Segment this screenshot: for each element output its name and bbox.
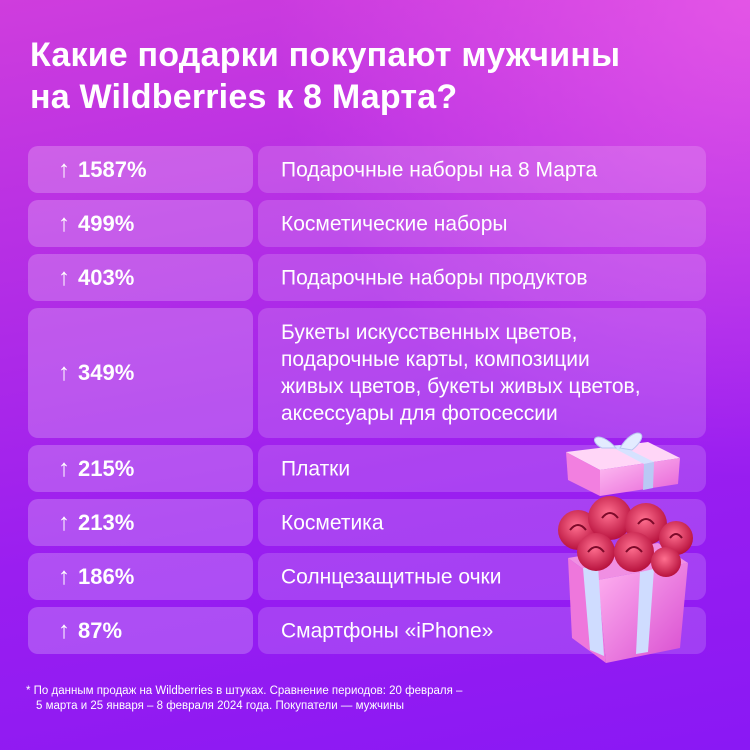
arrow-up-icon: ↑ bbox=[58, 562, 70, 590]
category-label: Подарочные наборы на 8 Марта bbox=[281, 156, 681, 183]
category-label: Солнцезащитные очки bbox=[281, 563, 681, 590]
percent-cell bbox=[28, 553, 253, 600]
category-line: Солнцезащитные очки bbox=[281, 565, 502, 588]
footnote-line-1: * По данным продаж на Wildberries в штук… bbox=[26, 685, 463, 697]
category-label: Косметические наборы bbox=[281, 210, 681, 237]
growth-value: ↑ 349% bbox=[58, 359, 134, 387]
description-cell bbox=[258, 200, 706, 247]
arrow-up-icon: ↑ bbox=[58, 359, 70, 386]
growth-value: ↑ 1587% bbox=[58, 156, 147, 184]
arrow-up-icon: ↑ bbox=[58, 263, 70, 291]
category-label: Платки bbox=[281, 455, 681, 482]
category-line: Букеты искусственных цветов, bbox=[281, 321, 578, 344]
arrow-up-icon: ↑ bbox=[58, 616, 70, 644]
percent-cell bbox=[28, 146, 253, 193]
percent-cell bbox=[28, 499, 253, 546]
category-label: Косметика bbox=[281, 509, 681, 536]
category-line: Подарочные наборы продуктов bbox=[281, 266, 588, 289]
arrow-up-icon: ↑ bbox=[58, 209, 70, 237]
list-item: ↑ 1587% Подарочные наборы на 8 Марта bbox=[28, 146, 706, 193]
percent-text: 1587% bbox=[78, 156, 147, 182]
list-item: ↑ 499% Косметические наборы bbox=[28, 200, 706, 247]
category-line: аксессуары для фотосессии bbox=[281, 402, 558, 425]
growth-value: ↑ 186% bbox=[58, 563, 134, 591]
growth-value: ↑ 403% bbox=[58, 264, 134, 292]
percent-cell bbox=[28, 445, 253, 492]
description-cell bbox=[258, 254, 706, 301]
list-item: ↑ 87% Смартфоны «iPhone» bbox=[28, 607, 706, 654]
category-label: Букеты искусственных цветов, подарочные … bbox=[281, 319, 681, 427]
arrow-up-icon: ↑ bbox=[58, 454, 70, 482]
title-line-2: на Wildberries к 8 Марта? bbox=[30, 78, 458, 116]
list-item: ↑ 349% Букеты искусственных цветов, подар… bbox=[28, 308, 706, 438]
percent-cell bbox=[28, 607, 253, 654]
list-item: ↑ 403% Подарочные наборы продуктов bbox=[28, 254, 706, 301]
title-line-1: Какие подарки покупают мужчины bbox=[30, 36, 621, 74]
growth-value: ↑ 215% bbox=[58, 455, 134, 483]
category-label: Смартфоны «iPhone» bbox=[281, 617, 681, 644]
description-cell bbox=[258, 146, 706, 193]
category-line: живых цветов, букеты живых цветов, bbox=[281, 375, 641, 398]
category-line: Платки bbox=[281, 457, 351, 480]
percent-cell bbox=[28, 200, 253, 247]
growth-value: ↑ 213% bbox=[58, 509, 134, 537]
footnote: * По данным продаж на Wildberries в штук… bbox=[26, 684, 626, 714]
category-line: Косметические наборы bbox=[281, 212, 508, 235]
category-line: подарочные карты, композиции bbox=[281, 348, 590, 371]
percent-text: 213% bbox=[78, 509, 135, 535]
gift-box-small-icon bbox=[566, 432, 680, 496]
category-line: Подарочные наборы на 8 Марта bbox=[281, 158, 598, 181]
arrow-up-icon: ↑ bbox=[58, 155, 70, 183]
growth-value: ↑ 499% bbox=[58, 210, 134, 238]
category-line: Косметика bbox=[281, 511, 384, 534]
page-title: Какие подарки покупают мужчины на Wildbe… bbox=[30, 34, 720, 118]
description-cell bbox=[258, 308, 706, 438]
percent-text: 499% bbox=[78, 210, 135, 236]
percent-text: 349% bbox=[78, 360, 135, 385]
category-label: Подарочные наборы продуктов bbox=[281, 264, 681, 291]
rose-gift-box-icon bbox=[558, 496, 693, 663]
category-line: Смартфоны «iPhone» bbox=[281, 619, 494, 642]
percent-text: 403% bbox=[78, 264, 135, 290]
arrow-up-icon: ↑ bbox=[58, 508, 70, 536]
footnote-line-2: 5 марта и 25 января – 8 февраля 2024 год… bbox=[36, 700, 405, 712]
percent-text: 186% bbox=[78, 563, 135, 589]
growth-value: ↑ 87% bbox=[58, 617, 122, 645]
percent-text: 87% bbox=[78, 617, 123, 643]
percent-cell bbox=[28, 308, 253, 438]
percent-text: 215% bbox=[78, 455, 135, 481]
percent-cell bbox=[28, 254, 253, 301]
